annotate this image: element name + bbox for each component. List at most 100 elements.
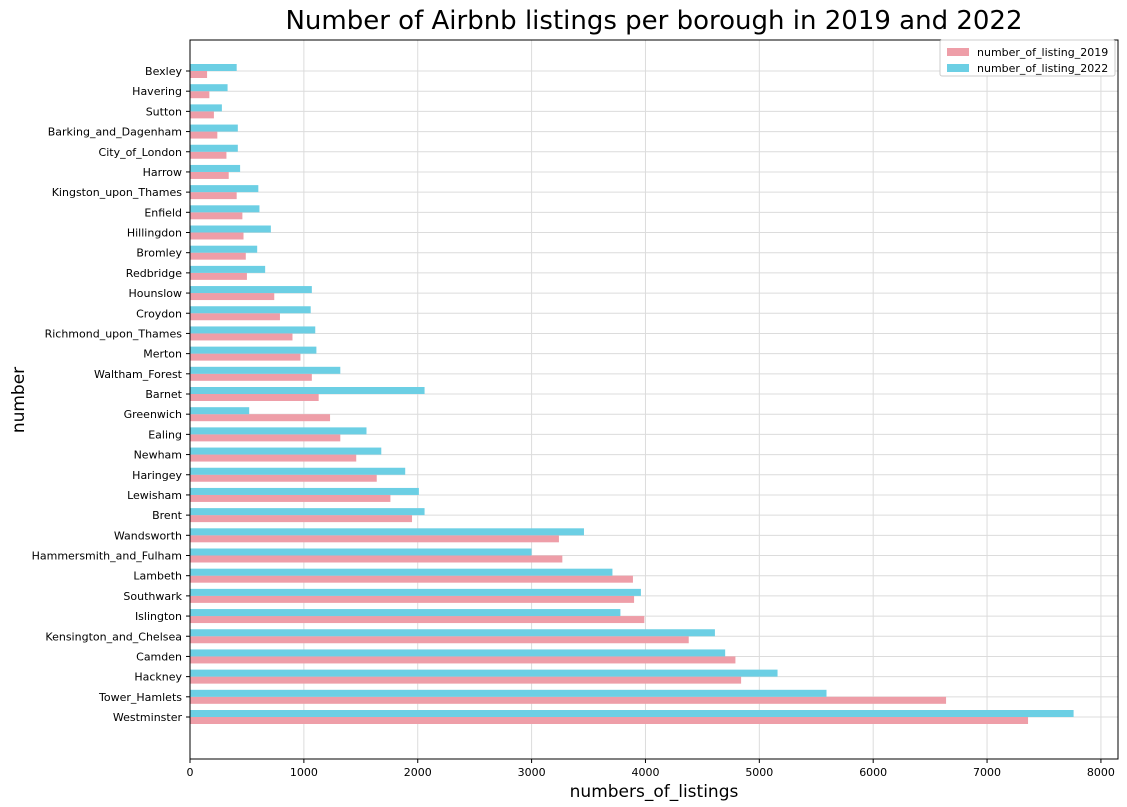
bar-number_of_listing_2022-Newham bbox=[190, 447, 382, 455]
bar-number_of_listing_2019-Redbridge bbox=[190, 272, 247, 280]
y-tick-label: Barnet bbox=[145, 388, 182, 401]
y-tick-label: Ealing bbox=[148, 428, 182, 441]
y-tick-label: City_of_London bbox=[99, 146, 183, 159]
bar-number_of_listing_2022-City_of_London bbox=[190, 144, 238, 152]
x-tick-label: 8000 bbox=[1087, 766, 1115, 779]
bar-number_of_listing_2019-Croydon bbox=[190, 313, 280, 321]
bars bbox=[190, 64, 1074, 724]
bar-number_of_listing_2022-Kingston_upon_Thames bbox=[190, 185, 259, 193]
bar-number_of_listing_2022-Islington bbox=[190, 609, 621, 617]
bar-number_of_listing_2022-Sutton bbox=[190, 104, 222, 112]
y-tick-label: Waltham_Forest bbox=[94, 368, 183, 381]
legend: number_of_listing_2019 number_of_listing_… bbox=[939, 39, 1116, 77]
y-tick-label: Greenwich bbox=[124, 408, 182, 421]
y-tick-label: Enfield bbox=[144, 206, 182, 219]
bar-number_of_listing_2019-Enfield bbox=[190, 212, 243, 220]
bar-number_of_listing_2022-Ealing bbox=[190, 427, 367, 435]
legend-swatch bbox=[947, 64, 969, 72]
bar-number_of_listing_2022-Bexley bbox=[190, 64, 237, 71]
y-tick-label: Richmond_upon_Thames bbox=[45, 327, 183, 340]
bar-number_of_listing_2019-Kensington_and_Chelsea bbox=[190, 636, 689, 644]
bar-number_of_listing_2022-Lewisham bbox=[190, 487, 419, 495]
bar-number_of_listing_2022-Brent bbox=[190, 508, 425, 516]
y-tick-label: Camden bbox=[136, 650, 182, 663]
bar-number_of_listing_2022-Tower_Hamlets bbox=[190, 689, 827, 697]
x-axis-ticks: 0 1000 2000 3000 4000 5000 6000 7000 8000 bbox=[187, 759, 1115, 779]
y-tick-label: Brent bbox=[152, 509, 183, 522]
bar-number_of_listing_2019-Sutton bbox=[190, 111, 214, 119]
bar-number_of_listing_2019-Camden bbox=[190, 656, 736, 664]
y-tick-label: Barking_and_Dagenham bbox=[48, 126, 182, 139]
bar-number_of_listing_2022-Waltham_Forest bbox=[190, 366, 341, 374]
y-tick-label: Islington bbox=[135, 610, 182, 623]
bar-number_of_listing_2019-Greenwich bbox=[190, 414, 331, 422]
y-tick-label: Merton bbox=[143, 348, 182, 361]
y-tick-label: Harrow bbox=[143, 166, 182, 179]
y-tick-label: Bexley bbox=[145, 65, 182, 78]
y-tick-label: Haringey bbox=[132, 469, 182, 482]
bar-number_of_listing_2022-Hammersmith_and_Fulham bbox=[190, 548, 532, 556]
bar-number_of_listing_2019-Merton bbox=[190, 353, 301, 361]
y-tick-label: Wandsworth bbox=[114, 529, 182, 542]
chart-title: Number of Airbnb listings per borough in… bbox=[285, 6, 1022, 36]
bar-number_of_listing_2019-Ealing bbox=[190, 434, 341, 442]
x-tick-label: 7000 bbox=[973, 766, 1001, 779]
bar-number_of_listing_2019-Westminster bbox=[190, 717, 1029, 724]
bar-number_of_listing_2022-Hillingdon bbox=[190, 225, 271, 233]
bar-number_of_listing_2022-Bromley bbox=[190, 245, 258, 253]
bar-number_of_listing_2019-Hackney bbox=[190, 676, 742, 684]
bar-number_of_listing_2022-Richmond_upon_Thames bbox=[190, 326, 316, 334]
x-tick-label: 0 bbox=[187, 766, 194, 779]
bar-number_of_listing_2022-Barking_and_Dagenham bbox=[190, 124, 238, 132]
x-axis-title: numbers_of_listings bbox=[570, 782, 739, 802]
bar-number_of_listing_2019-Richmond_upon_Thames bbox=[190, 333, 293, 341]
x-tick-label: 1000 bbox=[290, 766, 318, 779]
y-tick-label: Sutton bbox=[146, 105, 182, 118]
bar-number_of_listing_2022-Merton bbox=[190, 346, 317, 354]
y-tick-label: Bromley bbox=[136, 247, 182, 260]
bar-number_of_listing_2019-Lambeth bbox=[190, 575, 633, 583]
bar-number_of_listing_2019-Harrow bbox=[190, 171, 229, 179]
bar-number_of_listing_2019-Hillingdon bbox=[190, 232, 244, 240]
bar-number_of_listing_2019-Kingston_upon_Thames bbox=[190, 192, 237, 200]
bar-number_of_listing_2022-Enfield bbox=[190, 205, 260, 213]
y-tick-label: Southwark bbox=[123, 590, 182, 603]
x-tick-label: 4000 bbox=[631, 766, 659, 779]
y-tick-label: Hackney bbox=[134, 671, 182, 684]
y-tick-label: Lambeth bbox=[133, 570, 182, 583]
y-tick-label: Kensington_and_Chelsea bbox=[45, 630, 182, 643]
bar-number_of_listing_2019-Bromley bbox=[190, 252, 246, 260]
bar-number_of_listing_2022-Haringey bbox=[190, 467, 406, 475]
legend-swatch bbox=[947, 48, 969, 56]
y-axis-title: number bbox=[9, 367, 29, 433]
bar-number_of_listing_2022-Hounslow bbox=[190, 286, 312, 294]
bar-number_of_listing_2019-Lewisham bbox=[190, 494, 391, 502]
y-tick-label: Redbridge bbox=[126, 267, 182, 280]
bar-number_of_listing_2022-Lambeth bbox=[190, 568, 613, 576]
bar-number_of_listing_2022-Harrow bbox=[190, 164, 241, 172]
bar-number_of_listing_2022-Redbridge bbox=[190, 265, 266, 273]
bar-number_of_listing_2022-Barnet bbox=[190, 387, 425, 394]
y-tick-label: Croydon bbox=[136, 307, 182, 320]
bar-number_of_listing_2022-Havering bbox=[190, 84, 228, 92]
bar-number_of_listing_2019-Barnet bbox=[190, 394, 319, 401]
x-tick-label: 3000 bbox=[518, 766, 546, 779]
y-tick-label: Hillingdon bbox=[127, 227, 182, 240]
bar-number_of_listing_2019-Bexley bbox=[190, 71, 208, 78]
bar-number_of_listing_2022-Greenwich bbox=[190, 407, 250, 415]
y-axis-ticks: Westminster Tower_Hamlets Hackney Camden Ken… bbox=[32, 65, 190, 724]
bar-number_of_listing_2022-Kensington_and_Chelsea bbox=[190, 629, 715, 637]
bar-number_of_listing_2019-Waltham_Forest bbox=[190, 373, 312, 381]
legend-label: number_of_listing_2022 bbox=[977, 62, 1108, 75]
bar-number_of_listing_2019-Barking_and_Dagenham bbox=[190, 131, 218, 139]
bar-number_of_listing_2019-Islington bbox=[190, 616, 645, 624]
bar-number_of_listing_2019-Tower_Hamlets bbox=[190, 696, 947, 704]
y-tick-label: Kingston_upon_Thames bbox=[52, 186, 183, 199]
bar-number_of_listing_2019-Hammersmith_and_Fulham bbox=[190, 555, 563, 563]
plot-frame bbox=[189, 39, 1119, 760]
bar-number_of_listing_2019-Wandsworth bbox=[190, 535, 559, 543]
x-tick-label: 2000 bbox=[404, 766, 432, 779]
y-tick-label: Havering bbox=[132, 85, 182, 98]
